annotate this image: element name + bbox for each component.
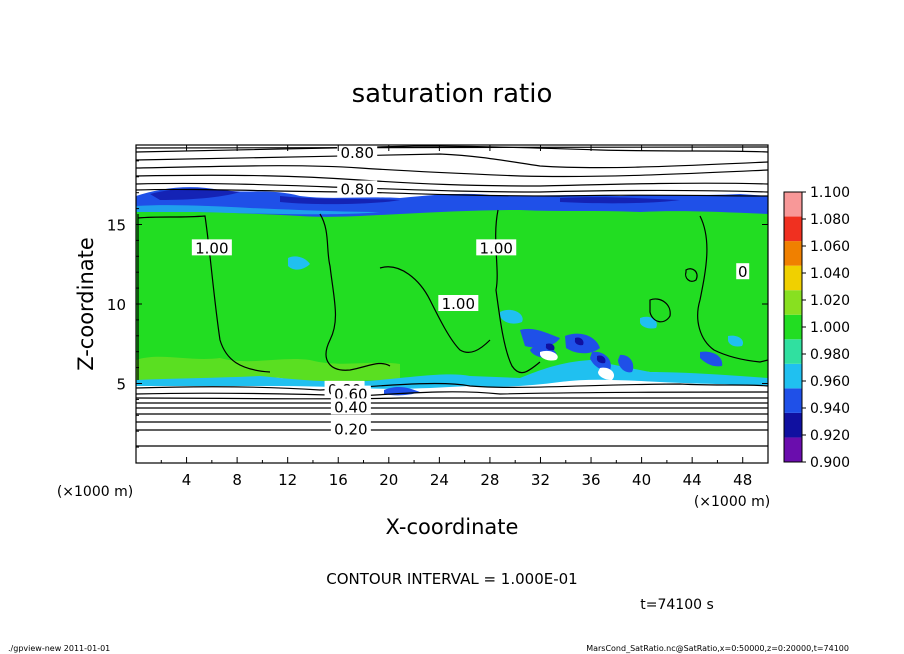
region-interior-patches <box>384 328 723 396</box>
contour-lines <box>136 145 768 447</box>
region-supersaturated <box>136 356 400 384</box>
x-tick-label: 48 <box>733 471 752 489</box>
region-band-top-light <box>136 205 380 215</box>
colorbar-swatch <box>784 290 802 315</box>
contour-label: 0.40 <box>334 398 367 416</box>
y-axis-title: Z-coordinate <box>74 237 98 371</box>
contour-label-bg <box>337 180 378 197</box>
x-axis-unit: (×1000 m) <box>694 494 770 510</box>
region-interior-white <box>540 350 615 380</box>
x-tick-label: 32 <box>531 471 550 489</box>
contour-label: 1.00 <box>480 239 513 257</box>
contour-label-bg <box>330 420 371 437</box>
y-tick-label: 5 <box>116 376 126 394</box>
colorbar-swatch <box>784 363 802 389</box>
y-tick-label: 10 <box>107 296 126 314</box>
y-axis: 5 10 15 <box>107 160 768 448</box>
colorbar-swatch <box>784 437 802 462</box>
colorbar-label: 1.100 <box>810 185 850 201</box>
contour-label: 1.00 <box>195 239 228 257</box>
colorbar-swatch <box>784 216 802 242</box>
colorbar-label: 0.960 <box>810 374 850 390</box>
region-interior-darkblue <box>545 337 606 364</box>
colorbar-swatch <box>784 412 802 438</box>
contour-interval-text: CONTOUR INTERVAL = 1.000E-01 <box>326 570 577 588</box>
x-tick-label: 16 <box>329 471 348 489</box>
x-axis: 4 8 12 16 20 24 28 32 36 40 44 48 <box>160 145 752 489</box>
colorbar-label: 1.020 <box>810 293 850 309</box>
x-tick-label: 8 <box>232 471 242 489</box>
colorbar-label: 1.040 <box>810 266 850 282</box>
colorbar-label: 1.060 <box>810 239 850 255</box>
contour-labels: 0.800.801.001.001.0000.800.600.400.20 <box>191 144 750 439</box>
region-band-top <box>136 187 768 217</box>
contour-label: 1.00 <box>442 295 475 313</box>
colorbar-label: 0.920 <box>810 428 850 444</box>
colorbar-label: 1.000 <box>810 320 850 336</box>
colorbar-label: 0.940 <box>810 401 850 417</box>
colorbar-swatch <box>784 241 802 266</box>
x-tick-label: 4 <box>182 471 192 489</box>
contour-label: 0 <box>738 263 748 281</box>
x-tick-label: 12 <box>278 471 297 489</box>
chart-title: saturation ratio <box>352 79 553 109</box>
plot-area: 0.800.801.001.001.0000.800.600.400.20 <box>136 144 768 463</box>
footer-right: MarsCond_SatRatio.nc@SatRatio,x=0:50000,… <box>586 644 849 653</box>
contour-label: 0.20 <box>334 421 367 439</box>
y-axis-unit: (×1000 m) <box>57 484 133 500</box>
contour-label: 0.80 <box>340 144 373 162</box>
x-tick-label: 20 <box>379 471 398 489</box>
colorbar-swatch <box>784 388 802 413</box>
contour-label-bg <box>330 385 371 402</box>
x-tick-label: 40 <box>632 471 651 489</box>
colorbar-label: 0.900 <box>810 455 850 471</box>
colorbar-swatch <box>784 192 802 217</box>
x-tick-label: 28 <box>480 471 499 489</box>
x-axis-title: X-coordinate <box>386 515 519 539</box>
colorbar-label: 1.080 <box>810 212 850 228</box>
contour-label-bg <box>191 239 232 256</box>
x-tick-label: 36 <box>581 471 600 489</box>
contour-label-bg <box>736 263 750 280</box>
x-tick-label: 44 <box>683 471 702 489</box>
colorbar-label: 0.980 <box>810 347 850 363</box>
contour-label-bg <box>438 295 479 311</box>
colorbar-swatch <box>784 339 802 364</box>
region-band-top-dark <box>150 188 680 205</box>
colorbar-swatch <box>784 265 802 291</box>
colorbar: 0.900 0.920 0.940 0.960 0.980 1.000 1.020 1.040… <box>783 185 850 471</box>
contour-label-bg <box>330 398 371 415</box>
colorbar-swatch <box>784 314 802 340</box>
x-tick-label: 24 <box>430 471 449 489</box>
footer-left: ./gpview-new 2011-01-01 <box>8 644 110 653</box>
contour-label-bg <box>337 145 378 160</box>
y-tick-label: 15 <box>107 217 126 235</box>
contour-label-bg <box>476 239 517 256</box>
time-text: t=74100 s <box>640 597 714 613</box>
contour-label: 0.80 <box>340 181 373 199</box>
